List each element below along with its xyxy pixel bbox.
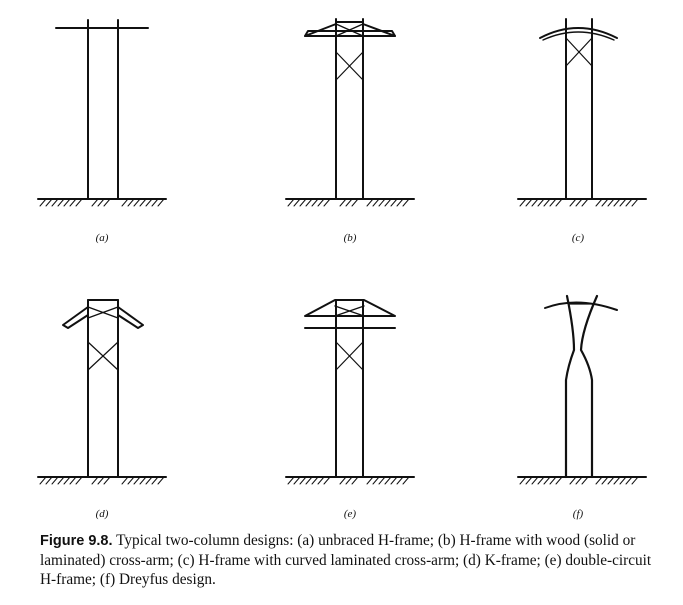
figure-number: Figure 9.8.: [40, 533, 113, 549]
left-column: [564, 294, 576, 479]
k-arm-right: [117, 306, 144, 329]
k-arm-left: [62, 306, 89, 329]
ground-line: [517, 198, 647, 207]
figure-drawing: [37, 18, 647, 485]
curved-cross-arm: [544, 301, 618, 311]
ground-line: [37, 476, 167, 485]
panel-label-a: (a): [95, 232, 109, 244]
curved-cross-arm: [539, 27, 618, 39]
panel-label-c: (c): [571, 232, 585, 244]
panel-label-b: (b): [343, 232, 357, 244]
figure-caption: Figure 9.8. Typical two-column designs: …: [40, 531, 660, 589]
right-column: [579, 294, 599, 479]
ground-line: [517, 476, 647, 485]
ground-line: [37, 198, 167, 207]
upper-cross-arm: [304, 299, 396, 317]
caption-text: Typical two-column designs: (a) unbraced…: [40, 532, 652, 588]
panel-label-e: (e): [343, 508, 357, 520]
panel-label-d: (d): [95, 508, 109, 520]
panel-e-structure: [285, 299, 415, 485]
cross-arm: [304, 30, 396, 37]
panel-label-f: (f): [572, 508, 584, 520]
panel-a-structure: [37, 19, 167, 207]
panel-b-structure: [285, 18, 415, 207]
panel-f-structure: [517, 294, 647, 485]
panel-c-structure: [517, 18, 647, 207]
ground-line: [285, 198, 415, 207]
panel-d-structure: [37, 299, 167, 485]
ground-line: [285, 476, 415, 485]
